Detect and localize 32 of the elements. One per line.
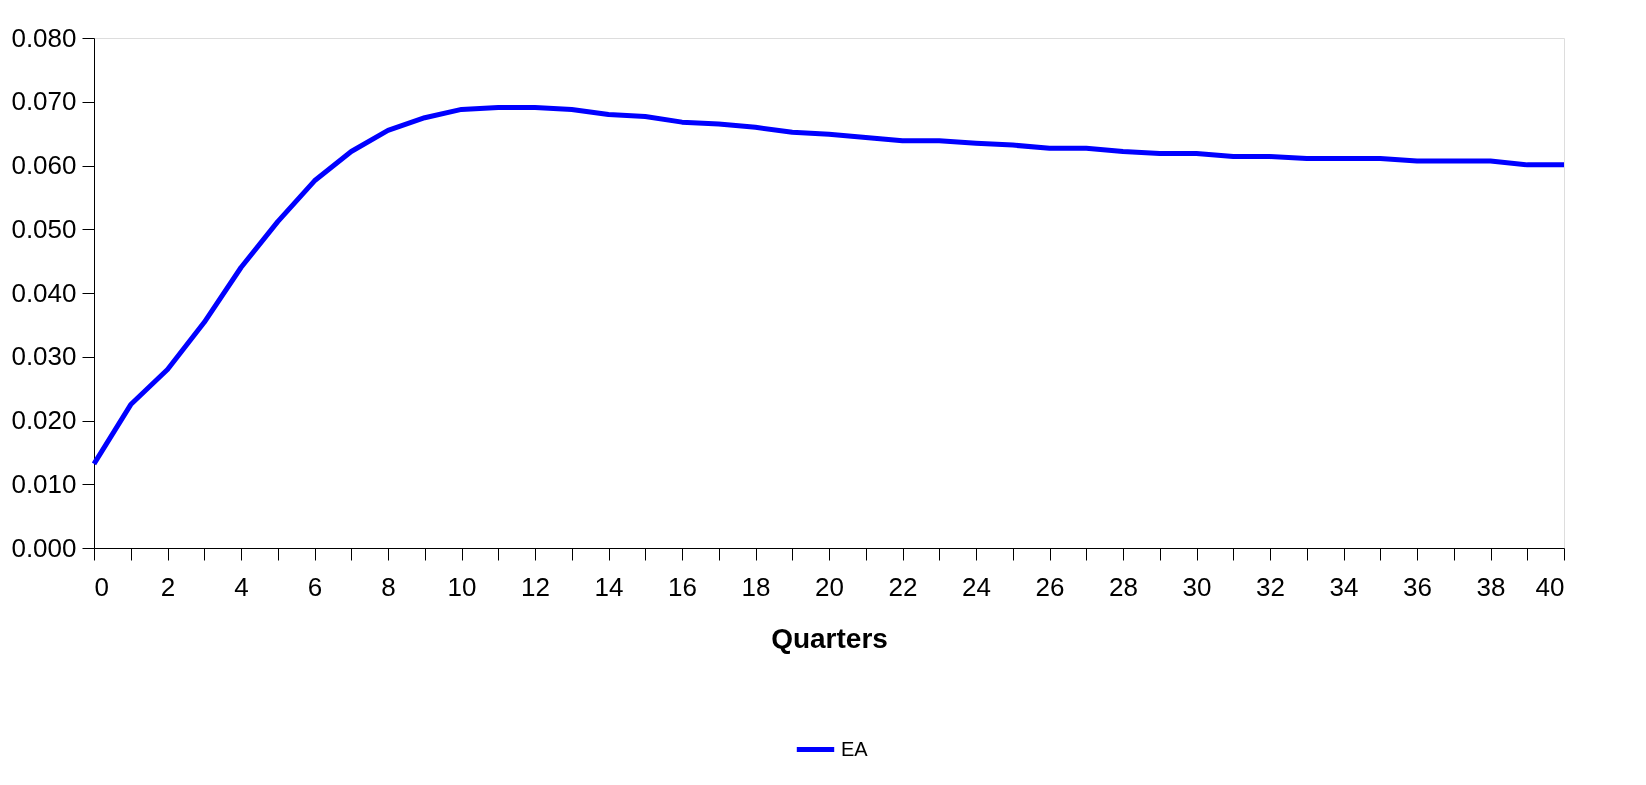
x-tick-label: 34 (1329, 571, 1359, 602)
x-tick-label: 36 (1403, 571, 1432, 602)
x-tick-label: 6 (307, 571, 323, 602)
x-tick-label: 22 (888, 571, 918, 602)
y-tick-label: 0.000 (11, 532, 77, 563)
y-tick-label: 0.080 (11, 22, 77, 53)
x-tick-label: 28 (1109, 571, 1138, 602)
y-tick-label: 0.060 (11, 150, 77, 180)
y-tick-label: 0.050 (11, 213, 77, 244)
x-tick-label: 2 (160, 571, 176, 602)
x-tick-label: 8 (381, 571, 396, 602)
x-tick-label: 0 (94, 571, 109, 602)
x-tick-label: 10 (447, 571, 477, 602)
x-tick-label: 40 (1535, 571, 1565, 602)
x-tick-label: 18 (741, 571, 771, 602)
x-tick-label: 16 (668, 571, 697, 602)
x-tick-label: 24 (962, 571, 991, 602)
x-tick-label: 30 (1182, 571, 1212, 602)
legend-label: EA (841, 737, 869, 760)
y-tick-label: 0.040 (11, 277, 77, 308)
x-tick-label: 12 (521, 571, 550, 602)
x-tick-label: 32 (1256, 571, 1285, 602)
y-tick-label: 0.020 (11, 405, 77, 435)
y-tick-label: 0.010 (11, 468, 77, 499)
x-tick-label: 4 (234, 571, 249, 602)
x-tick-label: 14 (594, 571, 624, 602)
x-tick-label: 20 (815, 571, 844, 602)
y-tick-label: 0.070 (11, 86, 77, 117)
x-tick-label: 38 (1476, 571, 1506, 602)
x-axis-title: Quarters (771, 622, 888, 654)
y-tick-label: 0.030 (11, 341, 77, 372)
x-tick-label: 26 (1035, 571, 1065, 602)
